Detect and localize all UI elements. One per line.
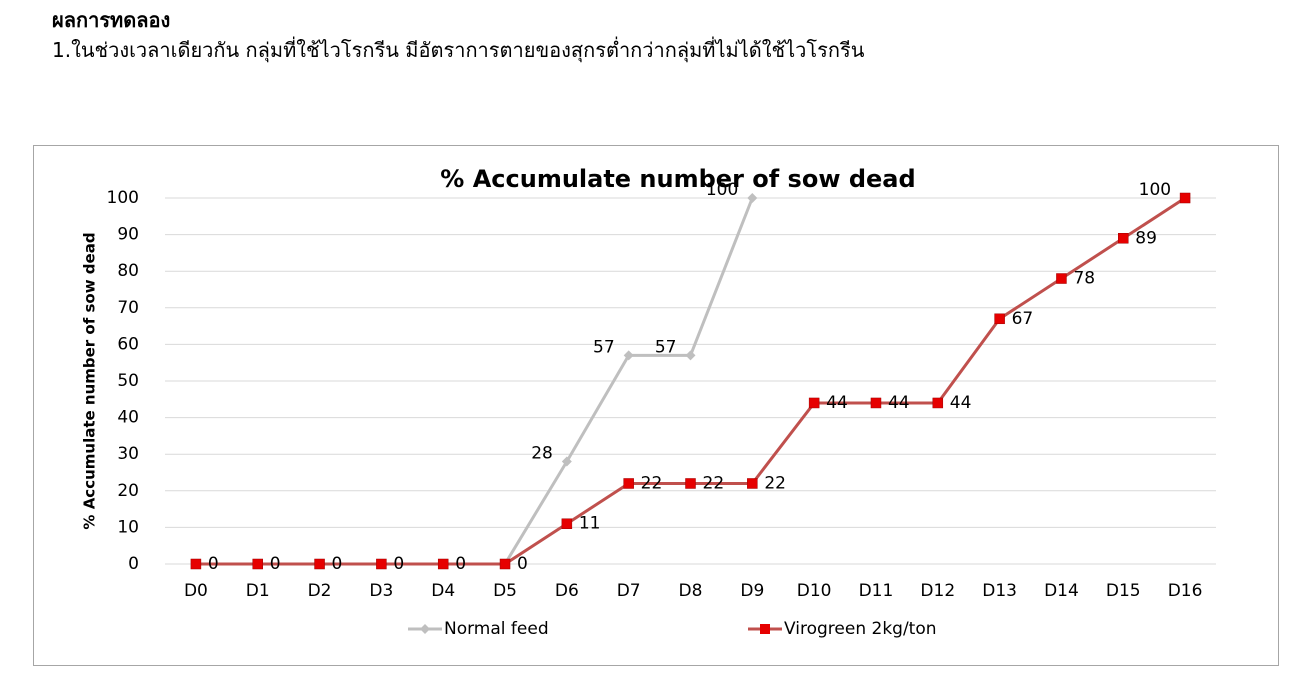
data-label: 22 (703, 473, 725, 493)
x-tick-label: D10 (797, 581, 832, 601)
data-label: 78 (1073, 269, 1095, 289)
y-tick-label: 100 (107, 188, 139, 208)
data-label: 0 (517, 554, 528, 574)
legend-marker (760, 624, 770, 634)
chart-title: % Accumulate number of sow dead (440, 165, 915, 193)
y-tick-label: 70 (117, 298, 139, 318)
data-label: 0 (332, 554, 343, 574)
data-label: 28 (531, 444, 553, 464)
marker (190, 558, 202, 570)
data-label: 0 (393, 554, 404, 574)
marker (747, 193, 758, 203)
marker (808, 397, 820, 409)
marker (376, 558, 387, 570)
data-label: 100 (706, 180, 738, 200)
marker (685, 478, 696, 489)
x-tick-label: D3 (369, 581, 393, 601)
x-tick-label: D1 (246, 581, 270, 601)
data-label: 57 (593, 337, 615, 357)
y-tick-label: 20 (117, 481, 139, 501)
data-label: 0 (270, 554, 281, 574)
data-label: 89 (1135, 228, 1157, 248)
x-tick-label: D8 (679, 581, 703, 601)
x-tick-label: D7 (617, 581, 641, 601)
data-label: 22 (764, 473, 786, 493)
x-tick-label: D12 (920, 581, 955, 601)
marker (561, 518, 573, 529)
chart-frame (33, 145, 1279, 666)
legend-label: Normal feed (444, 619, 549, 639)
x-tick-label: D4 (431, 581, 455, 601)
data-label: 100 (1139, 180, 1171, 200)
data-label: 44 (888, 393, 910, 413)
data-label: 44 (826, 393, 848, 413)
x-tick-label: D9 (740, 581, 764, 601)
x-tick-label: D14 (1044, 581, 1079, 601)
marker (1179, 192, 1191, 204)
y-tick-label: 80 (117, 261, 139, 281)
data-label: 0 (208, 554, 219, 574)
legend-label: Virogreen 2kg/ton (784, 619, 937, 639)
marker (1118, 233, 1129, 244)
x-tick-label: D5 (493, 581, 517, 601)
data-label: 0 (455, 554, 466, 574)
y-tick-label: 0 (128, 554, 139, 574)
legend-marker (420, 624, 430, 634)
marker (561, 456, 572, 467)
data-label: 11 (579, 514, 601, 534)
y-tick-label: 40 (117, 408, 139, 428)
data-label: 67 (1012, 309, 1034, 329)
heading: ผลการทดลอง (52, 8, 171, 32)
y-tick-label: 10 (117, 517, 139, 537)
y-axis-label: % Accumulate number of sow dead (81, 232, 99, 529)
marker (499, 558, 511, 570)
marker (932, 397, 944, 409)
marker (623, 478, 634, 489)
paragraph: 1.ในช่วงเวลาเดียวกัน กลุ่มที่ใช้ไวโรกรีน… (52, 38, 865, 62)
marker (437, 558, 449, 570)
x-tick-label: D16 (1168, 581, 1203, 601)
marker (747, 478, 758, 489)
x-tick-label: D15 (1106, 581, 1141, 601)
marker (1056, 273, 1067, 284)
data-label: 57 (655, 337, 677, 357)
marker (870, 397, 882, 409)
y-tick-label: 50 (117, 371, 139, 391)
marker (314, 558, 325, 570)
y-tick-label: 60 (117, 334, 139, 354)
marker (252, 558, 263, 570)
y-tick-label: 30 (117, 444, 139, 464)
data-label: 22 (641, 473, 663, 493)
x-tick-label: D13 (982, 581, 1017, 601)
x-tick-label: D2 (308, 581, 332, 601)
marker (685, 350, 696, 361)
marker (994, 313, 1005, 325)
y-tick-label: 90 (117, 225, 139, 245)
data-label: 44 (950, 393, 972, 413)
x-tick-label: D11 (859, 581, 894, 601)
marker (623, 350, 634, 361)
x-tick-label: D0 (184, 581, 208, 601)
x-tick-label: D6 (555, 581, 579, 601)
